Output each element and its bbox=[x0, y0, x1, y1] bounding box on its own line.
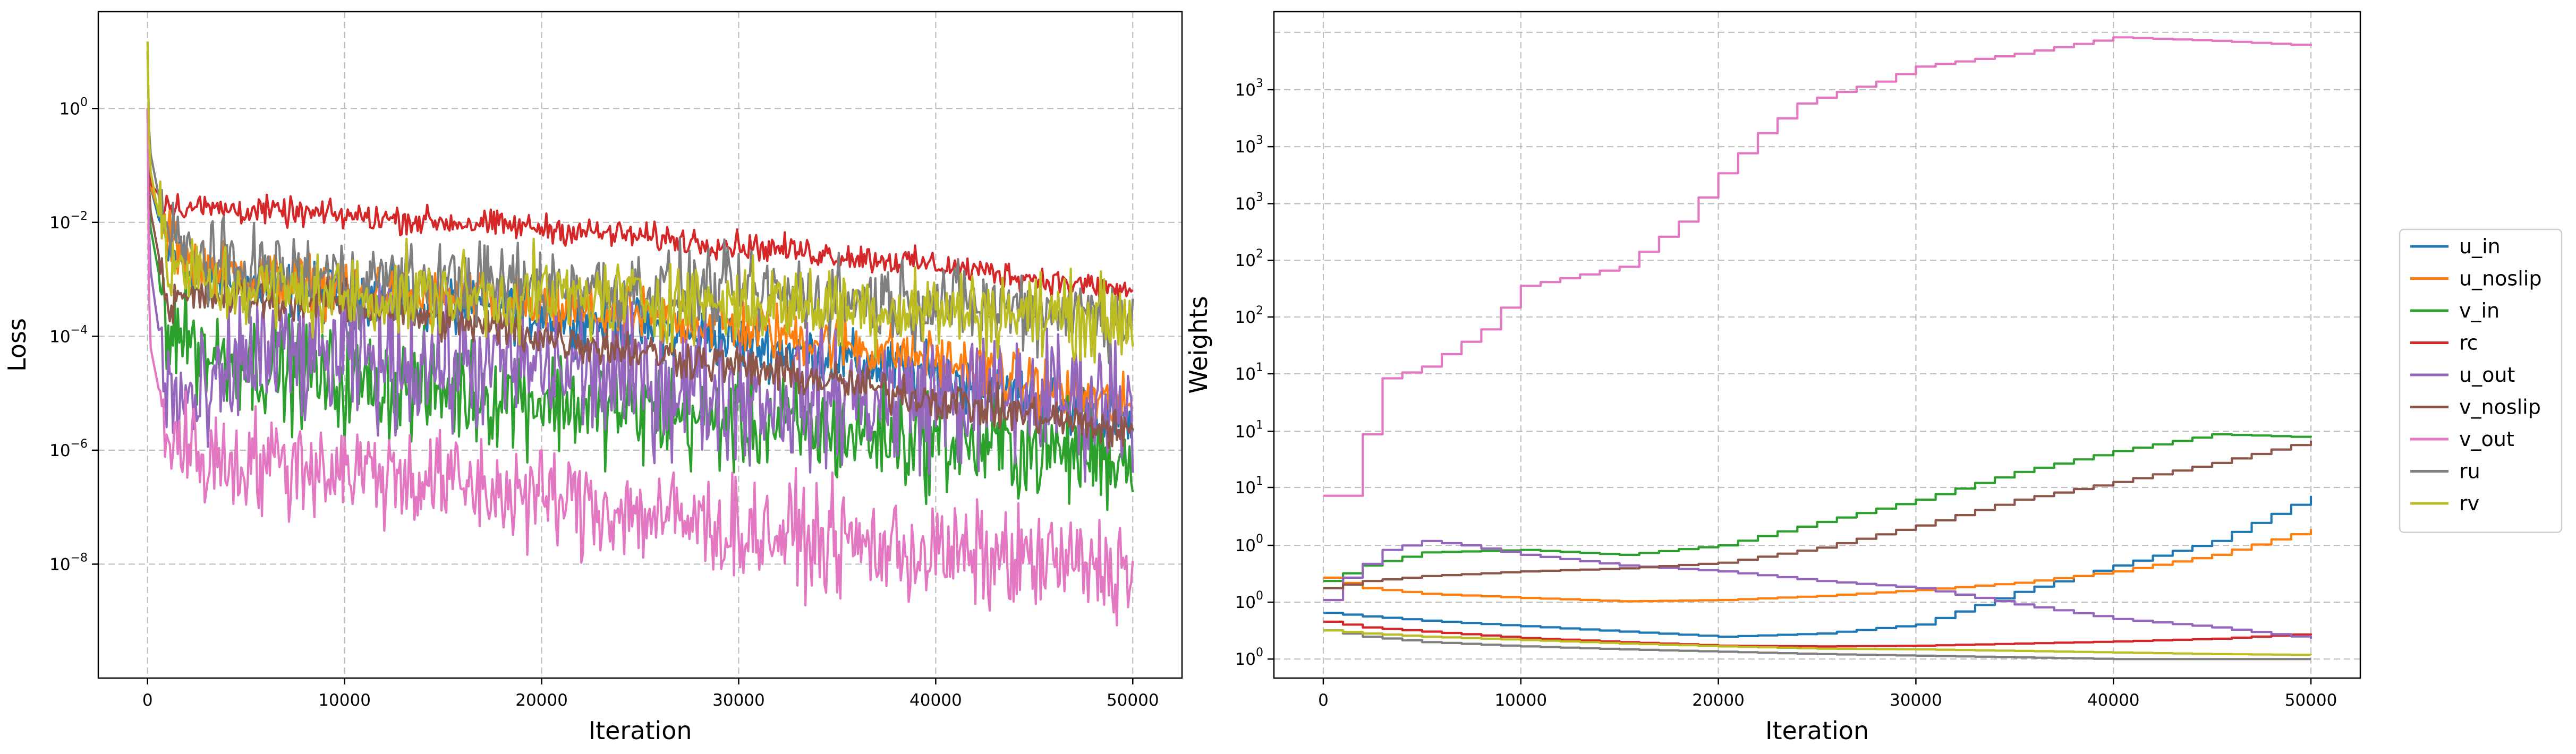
y-tick-label: 103 bbox=[1235, 134, 1263, 157]
series-line-v_noslip bbox=[1323, 440, 2313, 589]
series-line-rc bbox=[146, 108, 1134, 301]
y-axis: 100 100 100 101 101 101 102 102 103 103 103 bbox=[1235, 77, 1274, 669]
y-tick-label: 102 bbox=[1235, 247, 1263, 270]
y-tick-label: 103 bbox=[1235, 77, 1263, 100]
y-tick-label: 101 bbox=[1235, 361, 1263, 384]
x-tick-label: 10000 bbox=[1494, 691, 1547, 710]
series-lines bbox=[146, 41, 1134, 627]
legend-item: ru bbox=[2410, 460, 2480, 483]
y-tick-label: 10−8 bbox=[49, 551, 88, 574]
y-tick-label: 100 bbox=[1235, 533, 1263, 555]
series-line-v_noslip bbox=[146, 108, 1134, 449]
x-axis: 0 10000 20000 30000 40000 50000 bbox=[142, 678, 1159, 710]
series-line-rv bbox=[1323, 629, 2313, 656]
plot-frame bbox=[1273, 11, 2361, 679]
legend-item: v_in bbox=[2410, 299, 2500, 322]
x-axis-label: Iteration bbox=[1765, 716, 1869, 745]
series-line-rv bbox=[146, 41, 1134, 364]
y-axis-label: Loss bbox=[3, 318, 31, 372]
x-tick-label: 0 bbox=[142, 691, 153, 710]
legend-item: rc bbox=[2410, 331, 2478, 355]
legend-label: v_noslip bbox=[2459, 396, 2541, 419]
legend-item: u_in bbox=[2410, 235, 2501, 258]
x-tick-label: 0 bbox=[1318, 691, 1329, 710]
legend-label: rc bbox=[2459, 331, 2478, 355]
series-line-u_out bbox=[1323, 539, 2313, 639]
legend-item: u_noslip bbox=[2410, 267, 2541, 290]
y-tick-label: 10−2 bbox=[49, 210, 88, 233]
x-tick-label: 50000 bbox=[1107, 691, 1159, 710]
series-line-u_noslip bbox=[1323, 529, 2313, 603]
x-tick-label: 20000 bbox=[1692, 691, 1745, 710]
series-line-v_in bbox=[146, 108, 1134, 511]
y-axis-label: Weights bbox=[1184, 296, 1213, 393]
x-tick-label: 30000 bbox=[1890, 691, 1942, 710]
loss-chart: 0 10000 20000 30000 40000 5000010−810−610−410… bbox=[3, 11, 1183, 745]
series-line-v_out bbox=[146, 108, 1134, 627]
series-line-ru bbox=[1323, 629, 2311, 661]
series-lines bbox=[1323, 36, 2313, 661]
y-tick-label: 101 bbox=[1235, 418, 1263, 441]
x-tick-label: 30000 bbox=[712, 691, 765, 710]
legend-label: v_out bbox=[2459, 427, 2514, 451]
series-line-rc bbox=[1323, 620, 2313, 648]
x-tick-label: 20000 bbox=[515, 691, 568, 710]
x-tick-label: 10000 bbox=[318, 691, 371, 710]
legend-label: u_noslip bbox=[2459, 267, 2541, 290]
legend-label: ru bbox=[2459, 460, 2480, 483]
y-tick-label: 103 bbox=[1235, 191, 1263, 214]
legend-label: rv bbox=[2459, 492, 2479, 515]
y-axis: 10−8 10−6 10−4 10−2 100 bbox=[49, 96, 98, 574]
x-axis-label: Iteration bbox=[588, 716, 692, 745]
y-tick-label: 100 bbox=[59, 96, 88, 118]
x-tick-label: 50000 bbox=[2285, 691, 2337, 710]
plot-frame bbox=[97, 11, 1183, 679]
legend-item: u_out bbox=[2410, 363, 2515, 387]
legend-label: u_out bbox=[2459, 363, 2515, 387]
grid bbox=[1274, 12, 2360, 678]
x-tick-label: 40000 bbox=[2087, 691, 2140, 710]
legend-label: v_in bbox=[2459, 299, 2500, 322]
series-line-u_in bbox=[1323, 495, 2313, 638]
y-tick-label: 10−6 bbox=[49, 438, 88, 460]
y-tick-label: 100 bbox=[1235, 646, 1263, 669]
series-line-v_out bbox=[1323, 36, 2313, 497]
y-tick-label: 100 bbox=[1235, 589, 1263, 612]
legend-label: u_in bbox=[2459, 235, 2501, 258]
x-tick-label: 40000 bbox=[909, 691, 962, 710]
y-tick-label: 101 bbox=[1235, 475, 1263, 498]
y-tick-label: 10−4 bbox=[49, 323, 88, 346]
y-tick-label: 102 bbox=[1235, 304, 1263, 327]
legend-item: rv bbox=[2410, 492, 2479, 515]
legend-item: v_noslip bbox=[2410, 396, 2541, 419]
series-line-v_in bbox=[1323, 433, 2313, 582]
legend-item: v_out bbox=[2410, 427, 2514, 451]
x-axis: 0 10000 20000 30000 40000 50000 bbox=[1318, 678, 2337, 710]
weights-chart: 0 10000 20000 30000 40000 5000010010010010110… bbox=[1184, 11, 2361, 745]
legend-box bbox=[2399, 228, 2563, 533]
